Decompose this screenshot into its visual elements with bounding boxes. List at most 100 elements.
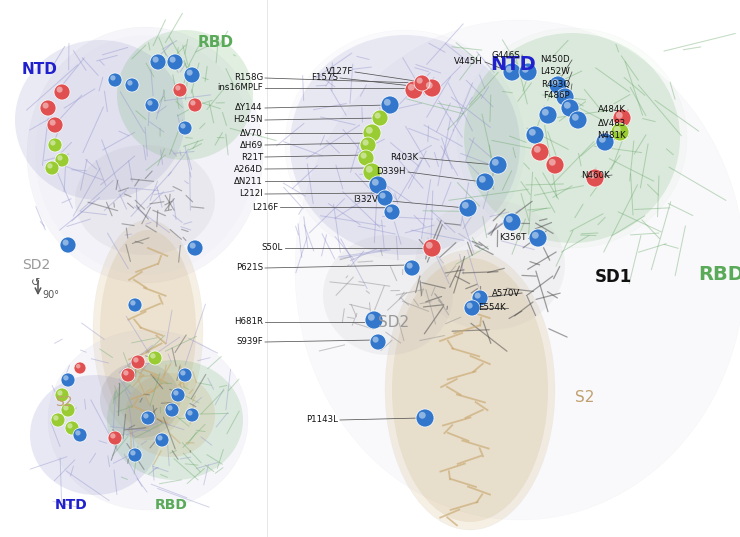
Ellipse shape [100,230,196,430]
Circle shape [63,240,69,245]
Circle shape [181,370,186,375]
Circle shape [384,99,391,106]
Circle shape [381,96,399,114]
Circle shape [561,99,579,117]
Text: F486P: F486P [543,91,570,100]
Ellipse shape [323,235,453,355]
Circle shape [372,337,379,343]
Text: NTD: NTD [490,55,536,74]
Circle shape [167,405,172,411]
Circle shape [492,159,499,166]
Text: K356T: K356T [499,234,526,243]
Circle shape [110,75,115,81]
Circle shape [616,112,623,119]
Circle shape [145,98,159,112]
Circle shape [76,364,81,368]
Circle shape [133,357,138,362]
Circle shape [173,83,187,97]
Circle shape [423,239,441,257]
Circle shape [384,204,400,220]
Circle shape [167,54,183,70]
Circle shape [189,243,195,249]
Circle shape [63,375,69,381]
Text: A264D: A264D [234,164,263,173]
Circle shape [141,411,155,425]
Circle shape [586,169,604,187]
Circle shape [479,176,485,183]
Circle shape [599,136,606,143]
Circle shape [459,199,477,217]
Text: F157S: F157S [311,74,338,83]
Circle shape [506,66,513,72]
Ellipse shape [415,200,565,330]
Circle shape [188,98,202,112]
Circle shape [74,362,86,374]
Circle shape [169,56,175,63]
Circle shape [127,80,132,85]
Circle shape [466,302,473,309]
Circle shape [569,111,587,129]
Text: L452W: L452W [540,68,570,76]
Circle shape [178,121,192,135]
Circle shape [426,82,433,89]
Circle shape [419,412,426,419]
Ellipse shape [27,27,263,283]
Text: H681R: H681R [234,317,263,326]
Circle shape [131,355,145,369]
Circle shape [57,390,63,396]
Circle shape [185,408,199,422]
Circle shape [549,159,556,166]
Circle shape [54,84,70,100]
Circle shape [57,155,63,161]
Circle shape [124,370,129,375]
Circle shape [531,143,549,161]
Circle shape [65,421,79,435]
Circle shape [150,353,155,359]
Text: RBD: RBD [198,35,234,50]
Text: N481K: N481K [597,132,626,141]
Text: E554K: E554K [478,303,506,313]
Circle shape [549,76,567,94]
Text: S50L: S50L [262,243,283,252]
Circle shape [546,156,564,174]
Circle shape [130,300,135,306]
Circle shape [148,351,162,365]
Circle shape [186,70,192,76]
Circle shape [386,207,393,213]
Ellipse shape [100,362,180,438]
Circle shape [372,110,388,126]
Circle shape [426,242,433,249]
Ellipse shape [457,28,687,248]
Circle shape [506,216,513,223]
Circle shape [358,150,374,166]
Circle shape [374,113,380,119]
Circle shape [474,293,481,299]
Circle shape [175,85,181,91]
Text: N450D: N450D [540,55,570,64]
Text: S939F: S939F [236,337,263,346]
Circle shape [181,123,186,128]
Circle shape [408,84,414,91]
Circle shape [150,54,166,70]
Circle shape [121,368,135,382]
Circle shape [125,78,139,92]
Circle shape [184,67,200,83]
Circle shape [534,146,541,153]
Circle shape [542,109,549,115]
Circle shape [128,448,142,462]
Circle shape [464,300,480,316]
Text: ΔY144: ΔY144 [235,104,263,112]
Circle shape [417,77,423,84]
Circle shape [110,433,115,439]
Text: I332V: I332V [353,195,378,205]
Circle shape [414,75,430,91]
Circle shape [423,79,441,97]
Text: ΔV483: ΔV483 [598,119,626,127]
Circle shape [165,403,179,417]
Circle shape [462,202,468,209]
Circle shape [157,436,163,440]
Circle shape [43,103,49,108]
Circle shape [564,102,571,108]
Ellipse shape [48,330,248,510]
Circle shape [147,100,152,106]
